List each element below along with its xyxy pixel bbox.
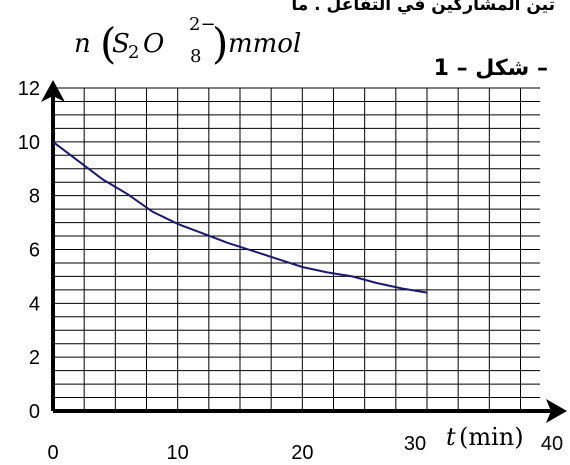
ylabel-sub-2: 2 [128,42,139,63]
header-text: تين المشاركين في التفاعل . ما [291,0,555,15]
y-tick-label: 12 [18,78,40,100]
y-tick-label: 6 [29,240,40,262]
y-tick-label: 0 [29,401,40,423]
x-tick-label: 30 [404,433,426,455]
y-axis-arrow-icon [41,80,65,102]
x-axis-arrow-icon [546,399,567,423]
xlabel-unit: (min) [459,423,524,451]
ylabel-n: n [74,29,91,59]
series-line [52,141,428,294]
x-tick-label: 10 [167,442,189,464]
ylabel-species-o: O [143,29,164,59]
ylabel-charge: 2− [189,14,216,35]
tick-labels: 0 2 4 6 8 10 12 0 10 20 30 40 [18,78,563,464]
ylabel-sub-8: 8 [190,46,201,67]
grid [52,87,540,412]
series [52,141,428,294]
y-tick-label: 10 [18,132,40,154]
y-tick-label: 2 [29,347,40,369]
ylabel-open-paren: ( [100,19,116,68]
ylabel-close-paren: ) [212,19,228,68]
y-axis-label: n ( S 2 O 2− 8 ) mmol [74,14,301,68]
x-axis-label: t (min) [446,423,524,451]
xlabel-t: t [446,423,456,451]
x-tick-label: 0 [47,442,58,464]
figure-label: شكل – 1 – [434,56,548,81]
y-tick-label: 4 [29,293,40,315]
ylabel-species-s: S [112,29,130,59]
y-tick-label: 8 [29,186,40,208]
x-tick-label: 40 [541,433,563,455]
x-tick-label: 20 [291,442,313,464]
ylabel-unit: mmol [228,29,301,59]
axes [41,80,567,423]
